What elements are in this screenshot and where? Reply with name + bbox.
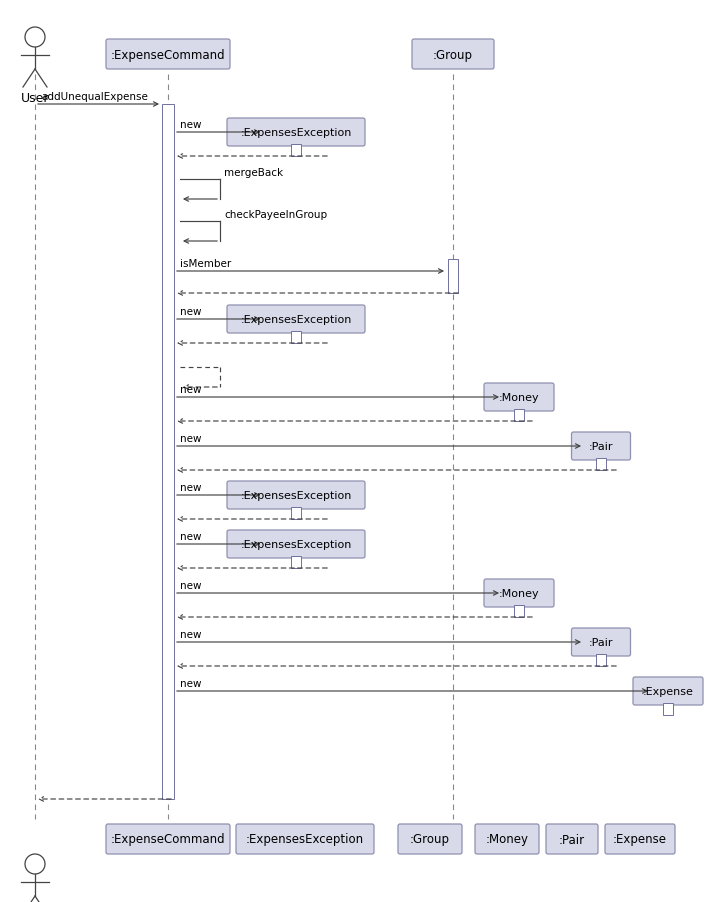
Bar [596,654,606,667]
Text: :ExpensesException: :ExpensesException [246,833,364,845]
Text: :Pair: :Pair [589,638,613,648]
Text: User: User [21,92,49,105]
Text: addUnequalExpense: addUnequalExpense [41,92,148,102]
Text: new: new [180,120,201,130]
Text: :ExpensesException: :ExpensesException [241,491,352,501]
Text: :ExpensesException: :ExpensesException [241,128,352,138]
Bar [596,458,606,471]
Bar [291,557,301,568]
Text: :Money: :Money [486,833,528,845]
FancyBboxPatch shape [236,824,374,854]
Text: :ExpenseCommand: :ExpenseCommand [111,49,226,61]
Bar [291,508,301,520]
Text: checkPayeeInGroup: checkPayeeInGroup [224,210,327,220]
Bar [663,704,673,715]
Text: new: new [180,384,201,394]
Text: :Expense: :Expense [613,833,667,845]
Bar [291,332,301,344]
FancyBboxPatch shape [227,530,365,558]
Text: :Expense: :Expense [643,686,693,696]
Text: new: new [180,630,201,640]
Text: mergeBack: mergeBack [224,168,283,178]
FancyBboxPatch shape [106,40,230,70]
Text: :Pair: :Pair [589,441,613,452]
Text: new: new [180,434,201,444]
Text: new: new [180,580,201,590]
Bar [448,260,458,294]
Bar [514,605,524,617]
Text: :Group: :Group [410,833,450,845]
Text: :ExpensesException: :ExpensesException [241,315,352,325]
Text: :Money: :Money [498,392,539,402]
Text: new: new [180,531,201,541]
FancyBboxPatch shape [227,482,365,510]
Text: new: new [180,483,201,492]
Text: :ExpensesException: :ExpensesException [241,539,352,549]
Bar [514,410,524,421]
Text: :Group: :Group [433,49,473,61]
FancyBboxPatch shape [633,677,703,705]
FancyBboxPatch shape [571,629,630,657]
Text: :Money: :Money [498,588,539,598]
Text: :Pair: :Pair [559,833,585,845]
Circle shape [25,854,45,874]
FancyBboxPatch shape [484,579,554,607]
FancyBboxPatch shape [412,40,494,70]
Circle shape [25,28,45,48]
FancyBboxPatch shape [571,433,630,461]
FancyBboxPatch shape [546,824,598,854]
FancyBboxPatch shape [605,824,675,854]
Text: new: new [180,678,201,688]
Text: new: new [180,307,201,317]
FancyBboxPatch shape [484,383,554,411]
Bar [291,145,301,157]
Bar [162,105,174,799]
Text: isMember: isMember [180,259,231,269]
FancyBboxPatch shape [227,119,365,147]
FancyBboxPatch shape [227,306,365,334]
Text: :ExpenseCommand: :ExpenseCommand [111,833,226,845]
FancyBboxPatch shape [475,824,539,854]
FancyBboxPatch shape [106,824,230,854]
FancyBboxPatch shape [398,824,462,854]
